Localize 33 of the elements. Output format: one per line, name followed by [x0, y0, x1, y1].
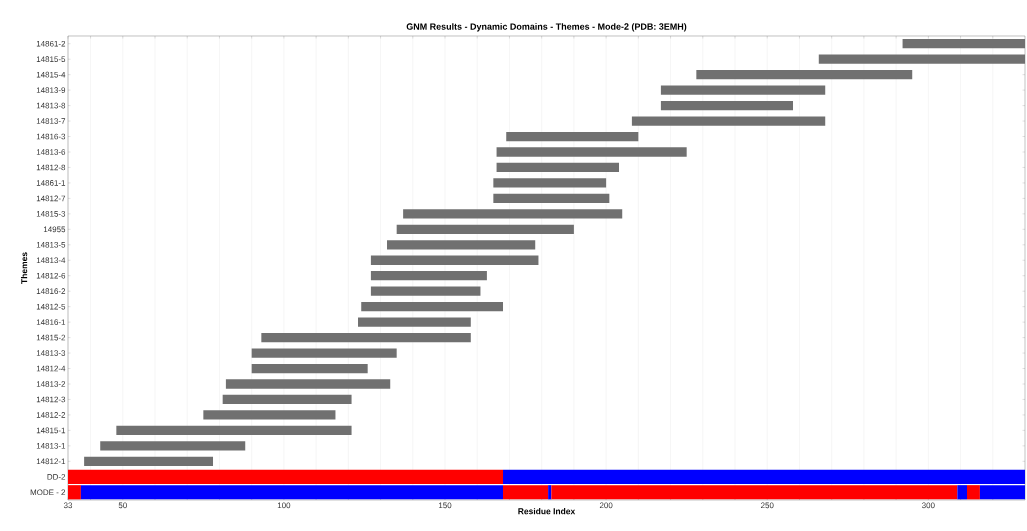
bar [358, 317, 471, 327]
bar [403, 209, 623, 219]
bar [506, 131, 639, 142]
bar [100, 441, 246, 451]
bar [222, 394, 352, 405]
bar [251, 348, 397, 358]
bar [116, 425, 352, 436]
bar [203, 410, 336, 420]
bar [496, 147, 687, 157]
bar [503, 485, 549, 500]
bar [84, 456, 214, 466]
bar [696, 70, 913, 80]
bar [251, 363, 368, 374]
bar [370, 255, 539, 265]
bar [370, 271, 487, 281]
bar [631, 116, 826, 126]
bar [361, 302, 504, 312]
bar [396, 224, 574, 234]
bar [551, 485, 958, 500]
bar [387, 240, 536, 250]
chart-title: GNM Results - Dynamic Domains - Themes - Mode-2 (PDB: 3EMH) [406, 23, 687, 32]
bar [370, 286, 481, 296]
bar [493, 178, 607, 188]
y-axis-title: Themes [20, 252, 28, 284]
bar [967, 485, 980, 500]
bar [493, 193, 610, 204]
bar [80, 485, 504, 500]
bar [660, 85, 826, 95]
bar [496, 162, 620, 173]
bar [225, 379, 391, 389]
bar [261, 332, 471, 343]
x-axis-title: Residue Index [518, 508, 576, 515]
bar [660, 100, 794, 111]
